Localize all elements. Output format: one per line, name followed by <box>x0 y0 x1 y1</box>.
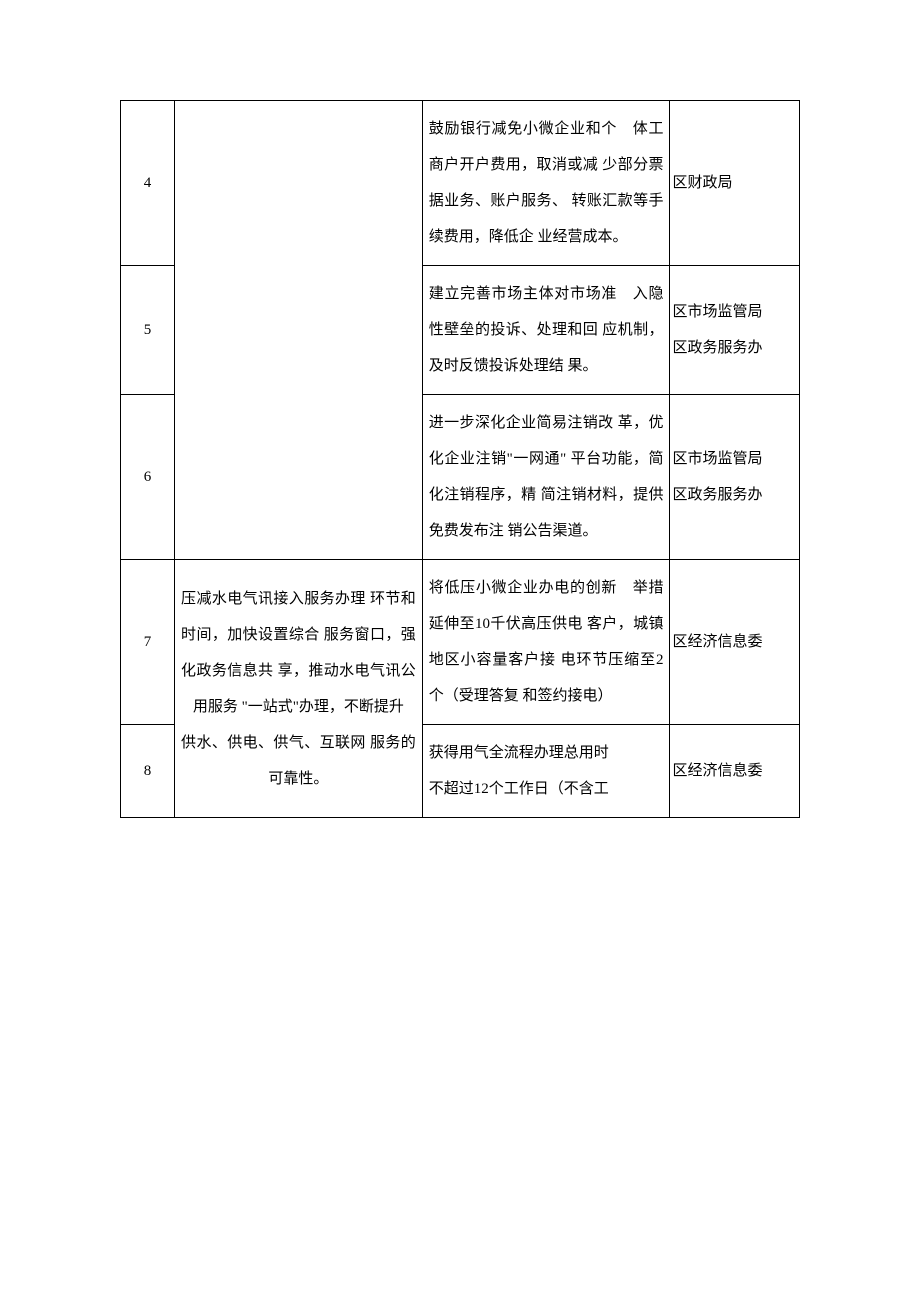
row-task: 进一步深化企业简易注销改 革，优化企业注销"一网通" 平台功能，简化注销程序，精… <box>422 395 670 560</box>
row-number: 6 <box>121 395 175 560</box>
row-task: 将低压小微企业办电的创新 举措延伸至10千伏高压供电 客户，城镇地区小容量客户接… <box>422 560 670 725</box>
row-department: 区市场监管局 区政务服务办 <box>670 395 800 560</box>
row-department: 区市场监管局 区政务服务办 <box>670 266 800 395</box>
row-description: 压减水电气讯接入服务办理 环节和时间，加快设置综合 服务窗口，强化政务信息共 享… <box>175 560 423 818</box>
row-task: 建立完善市场主体对市场准 入隐性壁垒的投诉、处理和回 应机制，及时反馈投诉处理结… <box>422 266 670 395</box>
row-task: 获得用气全流程办理总用时 不超过12个工作日（不含工 <box>422 725 670 818</box>
table-row: 7 压减水电气讯接入服务办理 环节和时间，加快设置综合 服务窗口，强化政务信息共… <box>121 560 800 725</box>
policy-table: 4 鼓励银行减免小微企业和个 体工商户开户费用，取消或减 少部分票据业务、账户服… <box>120 100 800 818</box>
table-row: 4 鼓励银行减免小微企业和个 体工商户开户费用，取消或减 少部分票据业务、账户服… <box>121 101 800 266</box>
row-number: 5 <box>121 266 175 395</box>
row-department: 区经济信息委 <box>670 560 800 725</box>
row-task: 鼓励银行减免小微企业和个 体工商户开户费用，取消或减 少部分票据业务、账户服务、… <box>422 101 670 266</box>
row-number: 8 <box>121 725 175 818</box>
row-number: 7 <box>121 560 175 725</box>
row-description <box>175 101 423 560</box>
row-department: 区经济信息委 <box>670 725 800 818</box>
row-department: 区财政局 <box>670 101 800 266</box>
row-number: 4 <box>121 101 175 266</box>
